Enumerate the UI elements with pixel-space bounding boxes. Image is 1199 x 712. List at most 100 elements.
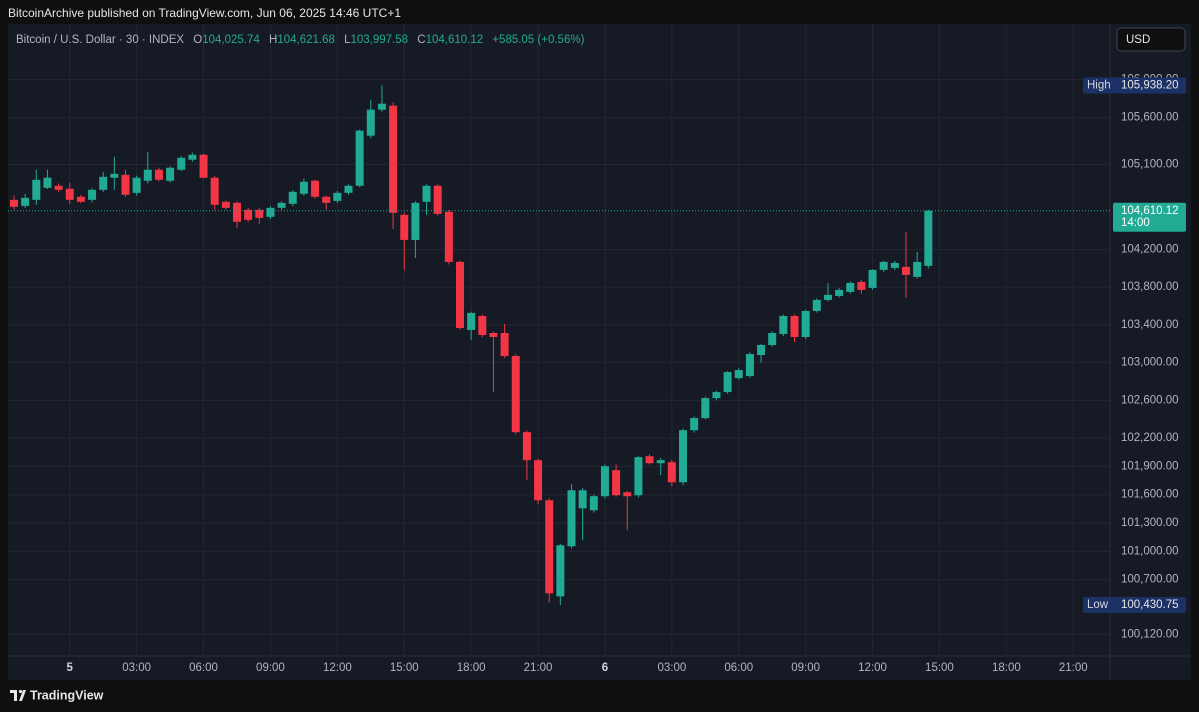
candle-body (199, 154, 208, 178)
candle-body (366, 109, 375, 136)
legend-value: 103,997.58 (350, 34, 408, 46)
y-tick-label: 105,600.00 (1121, 111, 1179, 123)
candle-body (76, 196, 85, 202)
candle-body (757, 344, 766, 355)
candle-body (444, 211, 453, 262)
publisher: BitcoinArchive published on TradingView.… (8, 6, 401, 20)
x-tick-label: 15:00 (925, 662, 954, 674)
footer-text: TradingView (30, 688, 104, 702)
price-label-box (1083, 77, 1186, 94)
candle-body (166, 167, 175, 181)
candle-body (266, 207, 275, 217)
candle-body (768, 333, 777, 345)
x-tick-label: 03:00 (657, 662, 686, 674)
chart-panel (8, 24, 1191, 680)
candle-body (679, 430, 687, 483)
x-tick-label: 6 (602, 662, 608, 674)
x-tick-label: 21:00 (1059, 662, 1088, 674)
candle-body (846, 282, 855, 292)
legend-key: C (417, 34, 425, 46)
x-tick-label: 12:00 (323, 662, 352, 674)
candle-body (534, 460, 543, 501)
candle-body (701, 398, 710, 419)
candle-body (154, 169, 163, 180)
x-tick-label: 12:00 (858, 662, 887, 674)
candle-body (868, 269, 877, 288)
candle-body (299, 181, 308, 194)
last-price-label: 104,610.12 (1121, 205, 1179, 217)
candle-body (255, 209, 264, 218)
footer-logo: TradingView (10, 688, 104, 702)
y-tick-label: 103,000.00 (1121, 357, 1179, 369)
y-tick-label: 101,000.00 (1121, 545, 1179, 557)
title: Bitcoin / U.S. Dollar · 30 · INDEX (16, 34, 184, 46)
candle-body (902, 266, 910, 275)
countdown-label: 14:00 (1121, 217, 1150, 229)
candle-body (21, 197, 30, 206)
chart-title: Bitcoin / U.S. Dollar · 30 · INDEX O104,… (16, 34, 585, 46)
legend-key: O (193, 34, 202, 46)
candle-body (712, 392, 721, 399)
candle-body (500, 333, 509, 357)
candle-body (879, 261, 888, 270)
candle-body (667, 462, 676, 483)
candle-body (790, 315, 799, 337)
candle-body (634, 457, 643, 496)
candle-body (221, 201, 230, 208)
price-label-value: 105,938.20 (1121, 80, 1179, 92)
candle-body (188, 154, 197, 160)
candle-body (244, 209, 253, 220)
candle-body (233, 202, 241, 222)
candle-body (612, 470, 621, 496)
x-tick-label: 21:00 (524, 662, 553, 674)
logo-dot (18, 689, 23, 694)
candle-body (913, 261, 922, 277)
candle-body (99, 176, 108, 190)
y-tick-label: 105,100.00 (1121, 159, 1179, 171)
y-tick-label: 102,600.00 (1121, 394, 1179, 406)
y-tick-label: 104,200.00 (1121, 243, 1179, 255)
candle-body (10, 199, 18, 207)
candle-body (690, 418, 699, 431)
candle-body (422, 185, 431, 202)
x-tick-label: 18:00 (992, 662, 1021, 674)
x-tick-label: 15:00 (390, 662, 419, 674)
candle-body (65, 188, 74, 200)
last-price-box (1113, 202, 1186, 232)
candle-body (578, 490, 587, 509)
x-tick-label: 09:00 (256, 662, 285, 674)
candle-body (121, 174, 130, 195)
candle-body (110, 173, 119, 178)
candle-body (311, 180, 320, 197)
change: +585.05 (+0.56%) (492, 34, 584, 46)
candle-body (823, 294, 832, 300)
candle-body (467, 312, 476, 331)
candle-body (890, 262, 899, 268)
candle-body (32, 179, 41, 200)
candle-body (210, 177, 219, 205)
candle-body (177, 157, 186, 170)
candle-body (801, 310, 810, 337)
candle-body (589, 496, 598, 511)
legend-value: 104,621.68 (277, 34, 335, 46)
candle-body (43, 177, 52, 188)
legend-value: 104,025.74 (202, 34, 260, 46)
candle-body (556, 545, 565, 597)
candle-body (132, 177, 141, 193)
candle-body (835, 289, 844, 296)
currency-button[interactable] (1116, 27, 1186, 52)
currency[interactable]: USD (1126, 34, 1150, 46)
candle-body (857, 281, 866, 290)
candle-body (924, 210, 933, 266)
x-tick-label: 06:00 (189, 662, 218, 674)
candle-body (567, 490, 576, 547)
y-tick-label: 100,700.00 (1121, 574, 1179, 586)
candle-body (344, 185, 353, 193)
y-tick-label: 101,900.00 (1121, 460, 1179, 472)
y-tick-label: 103,800.00 (1121, 281, 1179, 293)
candle-body (143, 169, 152, 181)
candle-body (333, 192, 342, 201)
candle-body (600, 466, 609, 497)
logo-icon (10, 690, 26, 701)
